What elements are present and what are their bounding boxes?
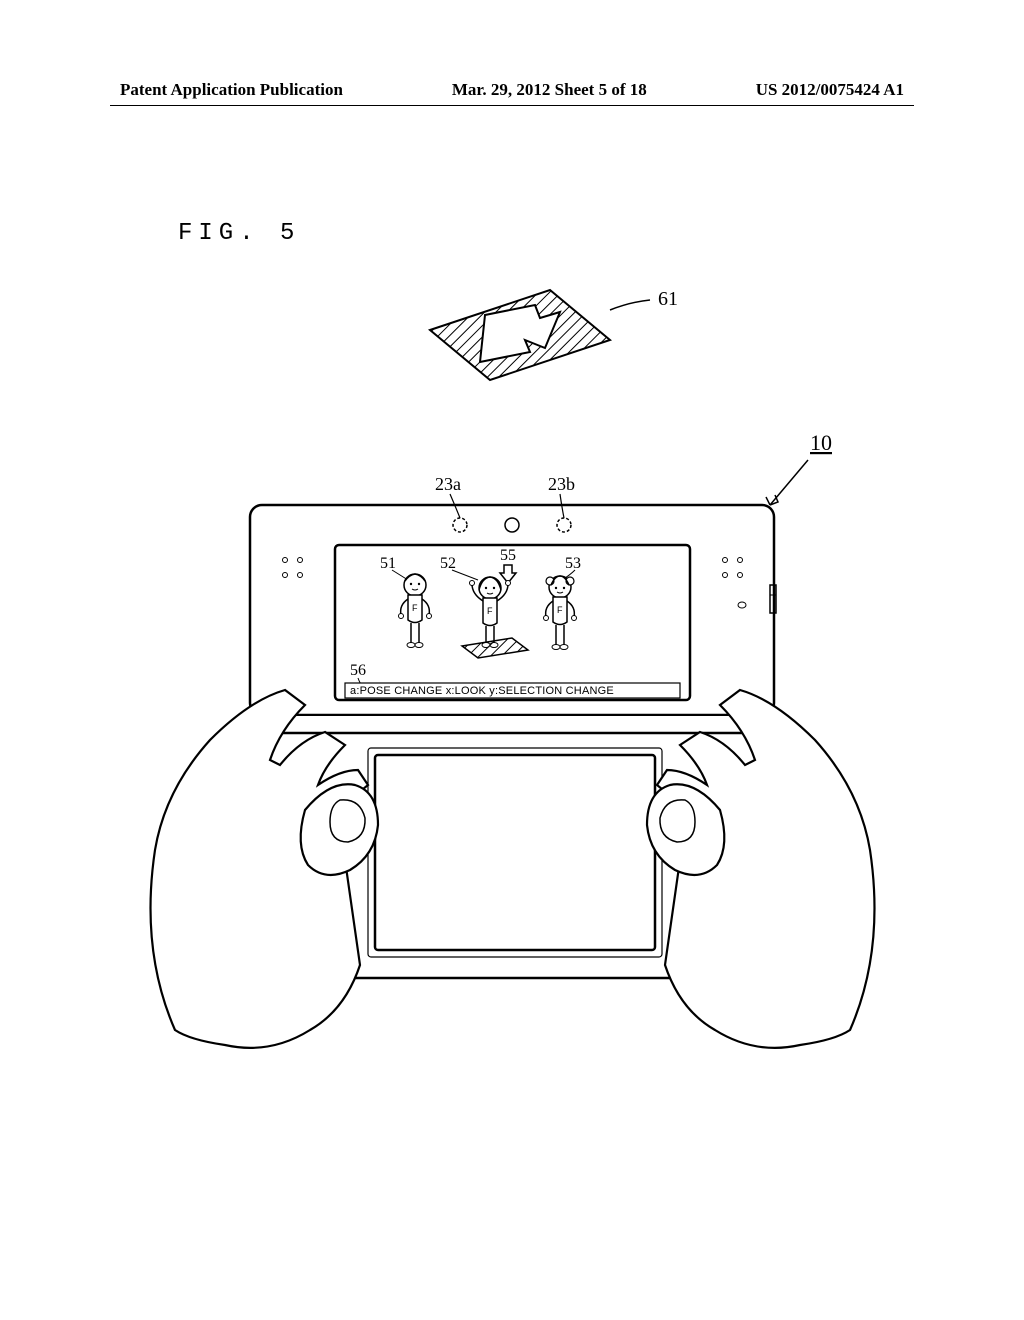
- svg-text:F: F: [487, 606, 493, 616]
- touch-screen: [375, 755, 655, 950]
- menu-text: a:POSE CHANGE x:LOOK y:SELECTION CHANGE: [350, 685, 614, 697]
- ref-cam-left: 23a: [435, 474, 461, 494]
- ar-card: 61: [430, 288, 678, 380]
- figure-label: FIG. 5: [178, 220, 300, 247]
- ref-card: 61: [658, 288, 678, 310]
- page-header: Patent Application Publication Mar. 29, …: [0, 80, 1024, 100]
- header-center: Mar. 29, 2012 Sheet 5 of 18: [452, 80, 647, 100]
- ref-menu: 56: [350, 662, 366, 679]
- hinge: [248, 715, 776, 733]
- ref-char2: 52: [440, 555, 456, 572]
- header-right: US 2012/0075424 A1: [756, 80, 904, 100]
- ref-cam-right: 23b: [548, 474, 575, 494]
- ref-char3: 53: [565, 555, 581, 572]
- device-ref: 10: [766, 430, 832, 505]
- svg-text:F: F: [412, 603, 418, 613]
- ref-cursor: 55: [500, 547, 516, 564]
- header-rule: [110, 105, 914, 106]
- upper-housing: 23a 23b 51 52 55 53: [250, 474, 776, 715]
- ref-char1: 51: [380, 555, 396, 572]
- svg-text:F: F: [557, 605, 563, 615]
- ref-device: 10: [810, 430, 832, 455]
- patent-figure: 61 10 23a 23b: [130, 270, 894, 1070]
- header-left: Patent Application Publication: [120, 80, 343, 100]
